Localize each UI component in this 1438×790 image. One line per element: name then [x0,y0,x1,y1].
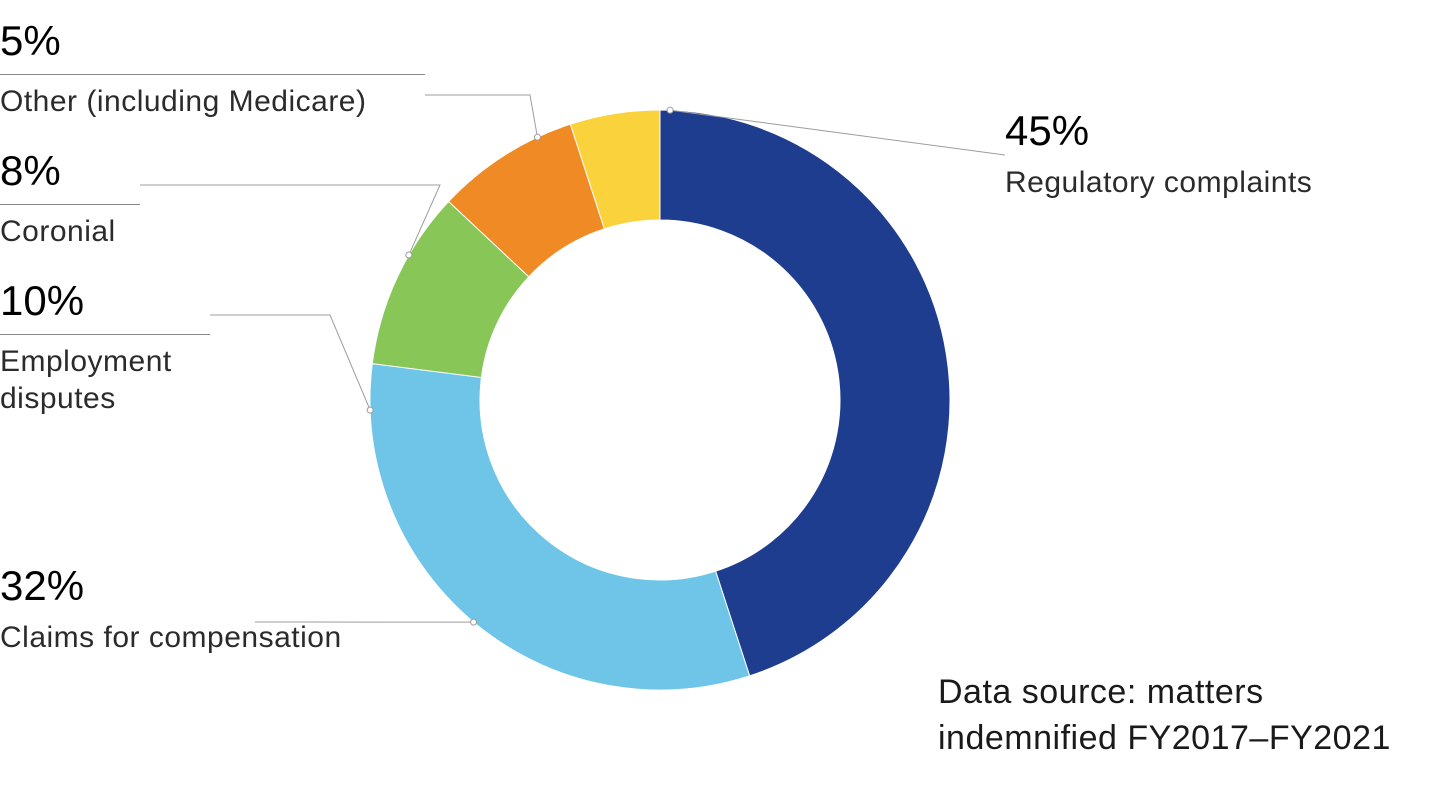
pct-employment: 10% [0,275,230,328]
label-claims: 32% Claims for compensation [0,560,342,656]
leader-dot-claims [471,619,477,625]
pct-coronial: 8% [0,145,320,198]
desc-claims: Claims for compensation [0,619,342,657]
leader-dot-regulatory [667,107,673,113]
rule-employment [0,334,210,335]
label-coronial: 8% Coronial [0,145,320,250]
label-other: 5% Other (including Medicare) [0,15,470,120]
desc-regulatory: Regulatory complaints [1005,164,1312,202]
leader-dot-employment [367,407,373,413]
leader-employment [210,315,370,410]
desc-employment: Employment disputes [0,343,210,418]
rule-other [0,74,425,75]
pct-other: 5% [0,15,470,68]
leader-dot-other [534,134,540,140]
leader-dot-coronial [406,252,412,258]
pct-regulatory: 45% [1005,105,1312,158]
pct-claims: 32% [0,560,342,613]
rule-coronial [0,204,140,205]
label-regulatory: 45% Regulatory complaints [1005,105,1312,201]
slice-claims [370,364,750,690]
data-source: Data source: matters indemnified FY2017–… [938,670,1438,762]
donut-slices [370,110,950,690]
label-employment: 10% Employment disputes [0,275,230,418]
desc-other: Other (including Medicare) [0,83,470,121]
desc-coronial: Coronial [0,213,320,251]
